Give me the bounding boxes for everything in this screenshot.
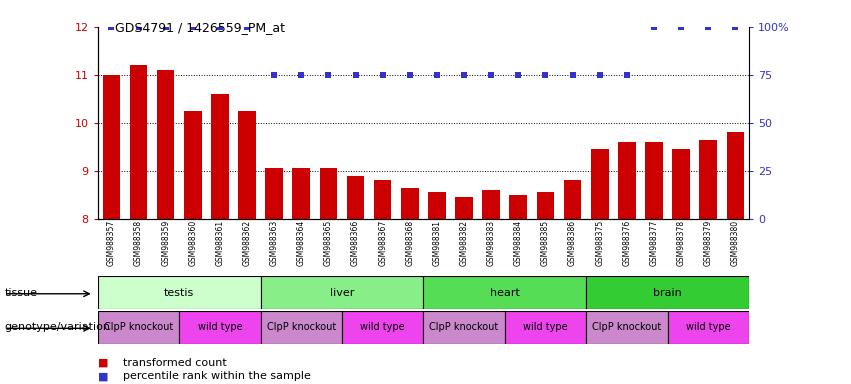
Text: heart: heart — [490, 288, 520, 298]
Text: GSM988383: GSM988383 — [487, 220, 495, 266]
Text: transformed count: transformed count — [123, 358, 227, 368]
Text: GDS4791 / 1426559_PM_at: GDS4791 / 1426559_PM_at — [115, 21, 285, 34]
Text: GSM988381: GSM988381 — [432, 220, 442, 266]
Text: GSM988358: GSM988358 — [134, 220, 143, 266]
Bar — [157, 70, 174, 219]
Bar — [401, 188, 419, 219]
Bar — [98, 311, 180, 344]
Bar — [238, 111, 256, 219]
Bar — [537, 192, 554, 219]
Bar — [700, 140, 717, 219]
Text: GSM988377: GSM988377 — [649, 220, 659, 266]
Bar — [293, 169, 310, 219]
Text: genotype/variation: genotype/variation — [4, 322, 111, 332]
Text: wild type: wild type — [197, 322, 243, 333]
Text: wild type: wild type — [686, 322, 730, 333]
Text: GSM988364: GSM988364 — [297, 220, 306, 266]
Text: GSM988362: GSM988362 — [243, 220, 252, 266]
Text: liver: liver — [330, 288, 354, 298]
Bar — [320, 169, 337, 219]
Bar — [184, 111, 202, 219]
Bar — [591, 149, 608, 219]
Text: ■: ■ — [98, 358, 108, 368]
Bar — [103, 75, 120, 219]
Bar — [505, 311, 586, 344]
Text: GSM988365: GSM988365 — [324, 220, 333, 266]
Bar — [211, 94, 229, 219]
Text: GSM988368: GSM988368 — [405, 220, 414, 266]
Text: wild type: wild type — [523, 322, 568, 333]
Text: percentile rank within the sample: percentile rank within the sample — [123, 371, 311, 381]
Bar — [342, 311, 424, 344]
Text: GSM988363: GSM988363 — [270, 220, 278, 266]
Bar — [586, 311, 667, 344]
Bar — [260, 276, 423, 309]
Bar — [129, 65, 147, 219]
Bar — [667, 311, 749, 344]
Text: GSM988359: GSM988359 — [161, 220, 170, 266]
Text: GSM988382: GSM988382 — [460, 220, 469, 266]
Text: GSM988367: GSM988367 — [378, 220, 387, 266]
Text: GSM988379: GSM988379 — [704, 220, 712, 266]
Bar — [424, 276, 586, 309]
Bar — [180, 311, 260, 344]
Text: GSM988384: GSM988384 — [514, 220, 523, 266]
Text: brain: brain — [653, 288, 682, 298]
Bar — [727, 132, 744, 219]
Bar — [510, 195, 527, 219]
Bar — [346, 176, 364, 219]
Text: ClpP knockout: ClpP knockout — [592, 322, 661, 333]
Bar — [563, 180, 581, 219]
Bar — [266, 169, 283, 219]
Bar — [374, 180, 391, 219]
Text: GSM988378: GSM988378 — [677, 220, 686, 266]
Bar — [586, 276, 749, 309]
Text: tissue: tissue — [4, 288, 37, 298]
Text: ClpP knockout: ClpP knockout — [104, 322, 173, 333]
Bar — [424, 311, 505, 344]
Bar — [98, 276, 260, 309]
Text: GSM988366: GSM988366 — [351, 220, 360, 266]
Text: GSM988360: GSM988360 — [188, 220, 197, 266]
Bar — [260, 311, 342, 344]
Text: ■: ■ — [98, 371, 108, 381]
Bar — [618, 142, 636, 219]
Text: GSM988375: GSM988375 — [595, 220, 604, 266]
Bar — [428, 192, 446, 219]
Text: GSM988386: GSM988386 — [568, 220, 577, 266]
Text: ClpP knockout: ClpP knockout — [430, 322, 499, 333]
Bar — [483, 190, 500, 219]
Text: GSM988380: GSM988380 — [731, 220, 740, 266]
Bar — [672, 149, 690, 219]
Bar — [645, 142, 663, 219]
Text: wild type: wild type — [360, 322, 405, 333]
Text: GSM988385: GSM988385 — [541, 220, 550, 266]
Text: ClpP knockout: ClpP knockout — [266, 322, 336, 333]
Bar — [455, 197, 473, 219]
Text: GSM988361: GSM988361 — [215, 220, 225, 266]
Text: testis: testis — [164, 288, 194, 298]
Text: GSM988357: GSM988357 — [107, 220, 116, 266]
Text: GSM988376: GSM988376 — [622, 220, 631, 266]
